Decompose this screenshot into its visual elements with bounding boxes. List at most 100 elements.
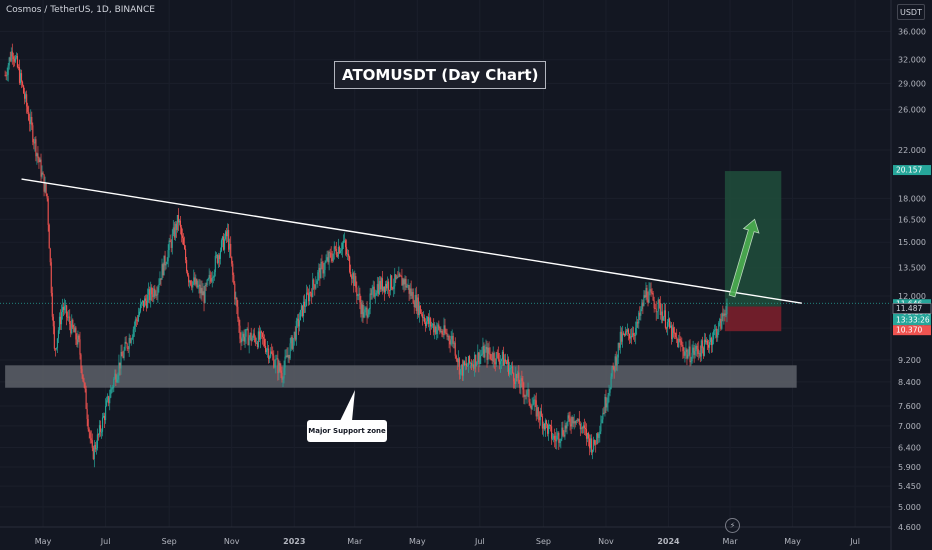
candle-body	[453, 342, 455, 344]
candle-body	[698, 353, 700, 354]
candle-body	[261, 332, 264, 338]
candle-body	[715, 328, 717, 330]
candle-body	[239, 325, 241, 339]
candle-body	[202, 291, 204, 296]
candle-body	[665, 327, 668, 329]
candle-body	[357, 294, 359, 297]
candle-body	[473, 364, 475, 369]
candle-body	[34, 139, 36, 144]
candle-body	[352, 273, 354, 279]
candle-body	[416, 297, 418, 311]
candle-body	[171, 234, 173, 248]
candle-body	[482, 345, 484, 354]
candle-body	[707, 344, 710, 348]
candle-body	[128, 338, 130, 349]
price-tag-label: 20.157	[896, 166, 922, 175]
candle-body	[32, 125, 34, 143]
x-tick-label: Mar	[347, 537, 363, 546]
candle-body	[364, 309, 366, 313]
candle-body	[475, 354, 477, 367]
y-tick-label: 13.500	[898, 264, 926, 273]
currency-button[interactable]: USDT	[897, 4, 925, 20]
candle-body	[446, 333, 448, 337]
candle-body	[433, 323, 435, 333]
candle-body	[30, 117, 32, 125]
candle-body	[394, 274, 396, 287]
candle-body	[181, 235, 184, 239]
candle-body	[692, 347, 694, 353]
candle-body	[666, 321, 669, 329]
candle-body	[530, 405, 532, 410]
candle-body	[114, 373, 116, 379]
candle-body	[413, 303, 415, 308]
price-axis[interactable]: 36.000 32.000 29.000 26.000 22.000 18.000 16.5…	[898, 27, 926, 532]
candle-body	[78, 335, 80, 340]
candle-body	[667, 318, 670, 322]
candle-body	[166, 261, 168, 265]
candle-body	[282, 378, 284, 380]
candle-body	[720, 318, 722, 329]
candle-body	[265, 345, 267, 353]
candle-body	[50, 262, 52, 293]
candle-body	[182, 238, 185, 245]
candle-body	[387, 281, 389, 289]
candle-body	[373, 286, 375, 297]
candle-body	[252, 333, 254, 338]
candle-body	[10, 51, 12, 61]
candle-body	[73, 327, 75, 333]
candle-body	[335, 248, 337, 255]
candle-body	[5, 75, 7, 77]
candle-body	[602, 412, 604, 420]
candle-body	[509, 368, 511, 375]
y-tick-label: 4.600	[898, 523, 921, 532]
candle-body	[348, 253, 350, 257]
candle-body	[390, 275, 392, 291]
candle-body	[204, 284, 206, 303]
candle-body	[559, 441, 561, 443]
candle-body	[103, 415, 105, 418]
candle-body	[148, 289, 150, 295]
candle-body	[36, 153, 38, 157]
candle-body	[100, 431, 103, 433]
candle-body	[209, 275, 211, 279]
candle-body	[361, 304, 363, 315]
candle-body	[242, 333, 244, 338]
price-tag-target	[893, 165, 931, 176]
candle-body	[175, 223, 177, 230]
candle-body	[415, 294, 417, 311]
y-tick-label: 8.400	[898, 378, 921, 387]
candle-body	[393, 286, 395, 289]
candle-body	[358, 293, 360, 295]
candle-body	[462, 361, 464, 376]
candle-body	[429, 318, 431, 324]
candle-body	[544, 420, 547, 430]
candle-body	[275, 358, 277, 366]
candle-body	[624, 331, 626, 336]
candle-body	[176, 214, 178, 230]
candle-body	[69, 316, 71, 325]
candle-body	[231, 256, 233, 264]
candle-body	[382, 286, 385, 291]
candle-body	[288, 354, 290, 359]
candle-body	[586, 433, 589, 439]
x-tick-label: Sep	[162, 537, 177, 546]
candle-body	[705, 340, 707, 343]
candle-body	[328, 252, 330, 263]
candle-body	[190, 280, 192, 285]
candle-body	[203, 291, 205, 303]
candle-body	[654, 308, 656, 309]
candle-body	[131, 337, 133, 340]
candle-body	[137, 314, 139, 322]
candle-body	[541, 416, 543, 429]
candle-body	[59, 316, 62, 325]
candle-body	[81, 368, 83, 375]
candle-body	[608, 392, 610, 396]
time-axis[interactable]: May Jul Sep Nov 2023 Mar May Jul Sep Nov 2024 Mar Ma…	[35, 537, 860, 546]
candle-body	[163, 255, 165, 276]
candle-body	[74, 327, 76, 333]
candle-body	[150, 287, 152, 301]
lightning-icon[interactable]: ⚡	[725, 518, 740, 533]
candle-body	[512, 366, 514, 374]
candle-body	[196, 278, 198, 288]
